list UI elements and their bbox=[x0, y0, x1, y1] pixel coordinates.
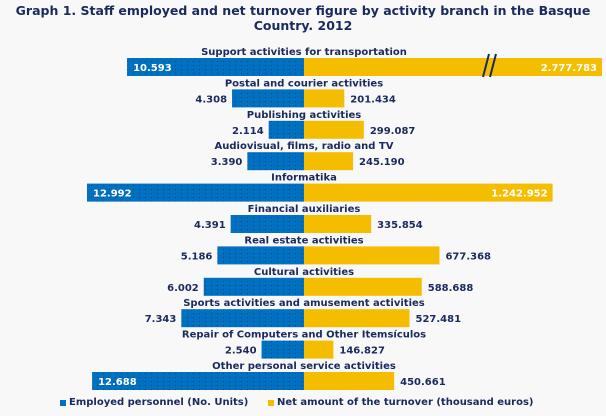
bar-employed bbox=[261, 340, 304, 359]
value-label-employed: 4.308 bbox=[195, 94, 227, 105]
bar-turnover bbox=[304, 183, 553, 202]
value-label-employed: 6.002 bbox=[167, 283, 199, 294]
bar-turnover bbox=[304, 120, 364, 139]
legend-item-employed: Employed personnel (No. Units) bbox=[60, 397, 248, 408]
value-label-employed: 2.114 bbox=[232, 126, 264, 137]
value-label-turnover: 527.481 bbox=[415, 314, 461, 325]
legend-swatch bbox=[60, 399, 66, 406]
bar-employed bbox=[127, 58, 304, 76]
value-label-turnover: 146.827 bbox=[339, 346, 385, 357]
value-label-turnover: 1.242.952 bbox=[491, 189, 547, 200]
bar-turnover bbox=[304, 89, 345, 108]
value-label-employed: 3.390 bbox=[211, 157, 243, 168]
bar-employed bbox=[203, 277, 304, 296]
category-label: Financial auxiliaries bbox=[248, 204, 361, 215]
bar-turnover bbox=[304, 277, 422, 296]
value-label-turnover: 335.854 bbox=[377, 220, 423, 231]
value-label-turnover: 677.368 bbox=[445, 251, 491, 262]
value-label-turnover: 299.087 bbox=[370, 126, 416, 137]
legend-label: Employed personnel (No. Units) bbox=[69, 397, 249, 408]
bar-employed bbox=[87, 183, 304, 202]
bar-turnover bbox=[304, 340, 334, 359]
bar-employed bbox=[230, 215, 304, 233]
category-label: Sports activities and amusement activiti… bbox=[183, 298, 425, 309]
category-label: Informatika bbox=[271, 173, 337, 184]
value-label-employed: 5.186 bbox=[181, 251, 213, 262]
category-label: Publishing activities bbox=[247, 110, 362, 121]
value-label-employed: 10.593 bbox=[133, 63, 172, 74]
legend-item-turnover: Net amount of the turnover (thousand eur… bbox=[268, 397, 534, 408]
value-label-employed: 4.391 bbox=[194, 220, 226, 231]
bar-turnover bbox=[304, 246, 440, 265]
value-label-employed: 12.688 bbox=[98, 377, 137, 388]
value-label-turnover: 588.688 bbox=[428, 283, 474, 294]
bar-turnover bbox=[304, 215, 372, 233]
category-label: Audiovisual, films, radio and TV bbox=[215, 141, 394, 152]
chart-title: Graph 1. Staff employed and net turnover… bbox=[15, 3, 591, 33]
category-label: Other personal service activities bbox=[212, 361, 396, 372]
bar-employed bbox=[232, 89, 304, 108]
value-label-employed: 7.343 bbox=[145, 314, 177, 325]
bar-employed bbox=[247, 152, 304, 171]
value-label-turnover: 2.777.783 bbox=[541, 63, 597, 74]
bar-turnover bbox=[304, 58, 602, 76]
value-label-turnover: 245.190 bbox=[359, 157, 405, 168]
category-label: Support activities for transportation bbox=[201, 47, 407, 58]
value-label-turnover: 450.661 bbox=[400, 377, 446, 388]
legend-label: Net amount of the turnover (thousand eur… bbox=[277, 397, 534, 408]
bar-employed bbox=[217, 246, 304, 265]
bar-turnover bbox=[304, 309, 410, 328]
category-label: Cultural activities bbox=[254, 267, 354, 278]
value-label-employed: 12.992 bbox=[93, 189, 132, 200]
bar-turnover bbox=[304, 372, 395, 390]
bar-turnover bbox=[304, 152, 354, 171]
value-label-employed: 2.540 bbox=[225, 346, 257, 357]
bar-employed bbox=[92, 372, 305, 390]
axis-break-mark bbox=[489, 53, 497, 78]
value-label-turnover: 201.434 bbox=[350, 94, 396, 105]
category-label: Repair of Computers and Other Itemsículo… bbox=[182, 329, 426, 341]
bar-employed bbox=[181, 309, 304, 328]
category-label: Real estate activities bbox=[244, 235, 363, 246]
legend-swatch bbox=[268, 399, 274, 406]
bar-employed bbox=[268, 120, 304, 139]
axis-break-mark bbox=[482, 53, 490, 78]
category-label: Postal and courier activities bbox=[225, 78, 383, 89]
